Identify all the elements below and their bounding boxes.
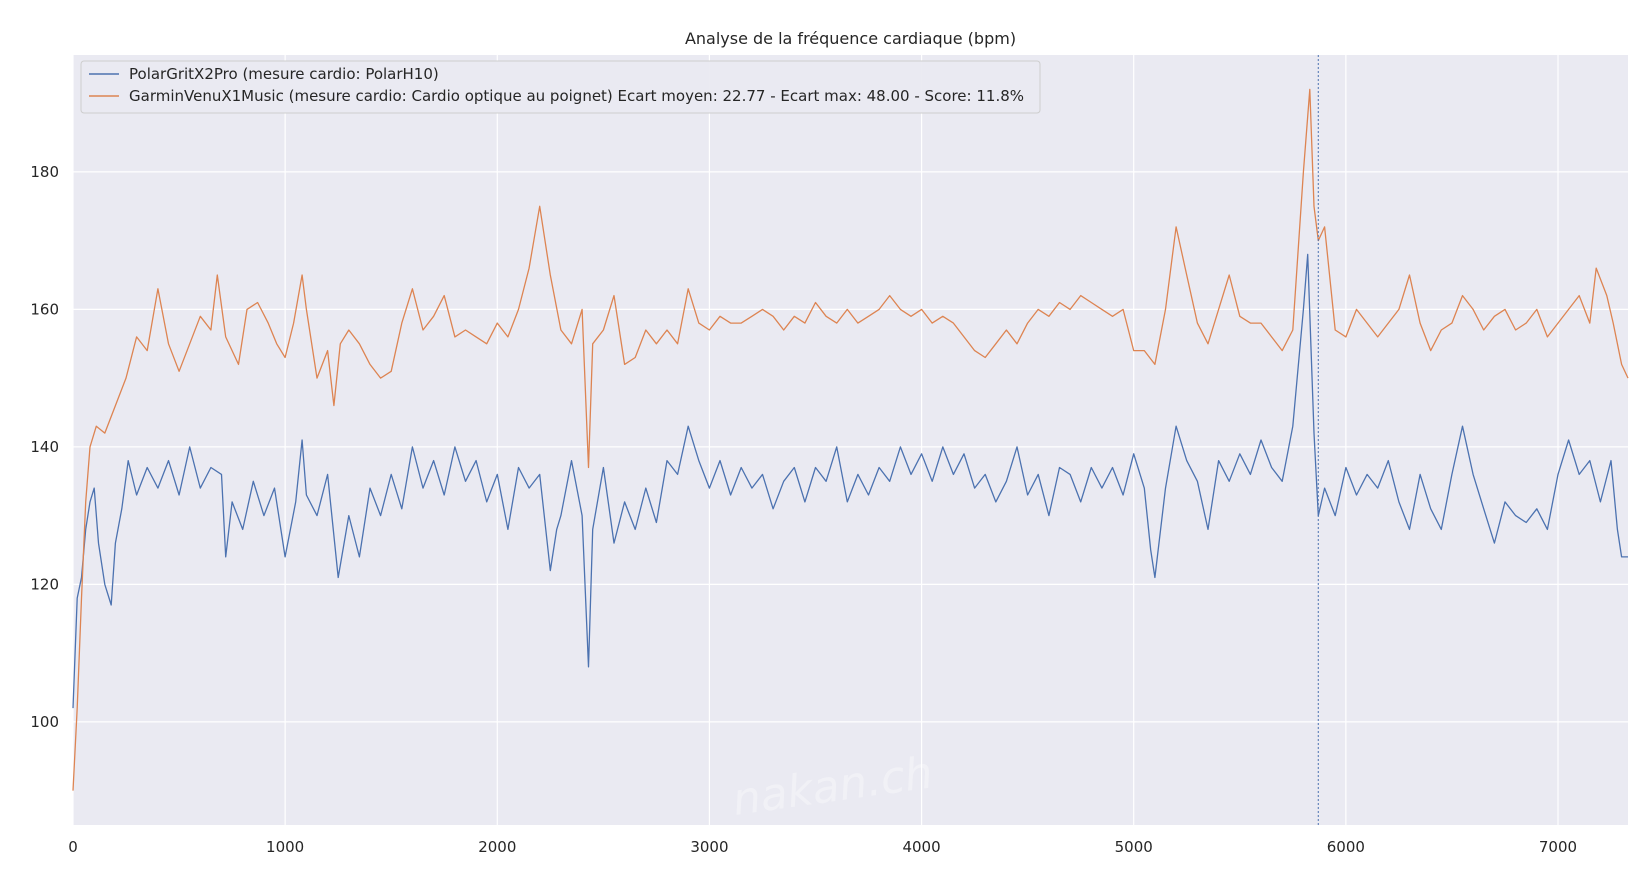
y-tick-label: 120 xyxy=(30,575,59,593)
y-tick-label: 140 xyxy=(30,438,59,456)
x-tick-label: 0 xyxy=(68,838,78,856)
y-tick-label: 180 xyxy=(30,163,59,181)
x-tick-label: 7000 xyxy=(1539,838,1577,856)
legend-label-2: GarminVenuX1Music (mesure cardio: Cardio… xyxy=(129,87,1024,105)
x-tick-label: 4000 xyxy=(902,838,940,856)
series-layer xyxy=(72,88,1629,791)
plot-area xyxy=(73,55,1628,825)
gridlines xyxy=(72,55,1628,825)
legend-box xyxy=(80,60,1041,114)
x-tick-label: 3000 xyxy=(690,838,728,856)
chart-title: Analyse de la fréquence cardiaque (bpm) xyxy=(685,29,1016,48)
x-tick-label: 6000 xyxy=(1327,838,1365,856)
y-axis-ticks: 100 120 140 160 180 xyxy=(30,163,59,731)
y-tick-label: 160 xyxy=(30,300,59,318)
x-tick-label: 2000 xyxy=(478,838,516,856)
x-tick-label: 5000 xyxy=(1115,838,1153,856)
x-axis-ticks: 0 1000 2000 3000 4000 5000 6000 7000 xyxy=(68,838,1577,856)
legend-label-1: PolarGritX2Pro (mesure cardio: PolarH10) xyxy=(129,65,439,83)
x-tick-label: 1000 xyxy=(266,838,304,856)
series-line-2 xyxy=(72,88,1629,791)
series-line-1 xyxy=(72,253,1628,709)
legend: PolarGritX2Pro (mesure cardio: PolarH10)… xyxy=(80,60,1041,114)
y-tick-label: 100 xyxy=(30,713,59,731)
